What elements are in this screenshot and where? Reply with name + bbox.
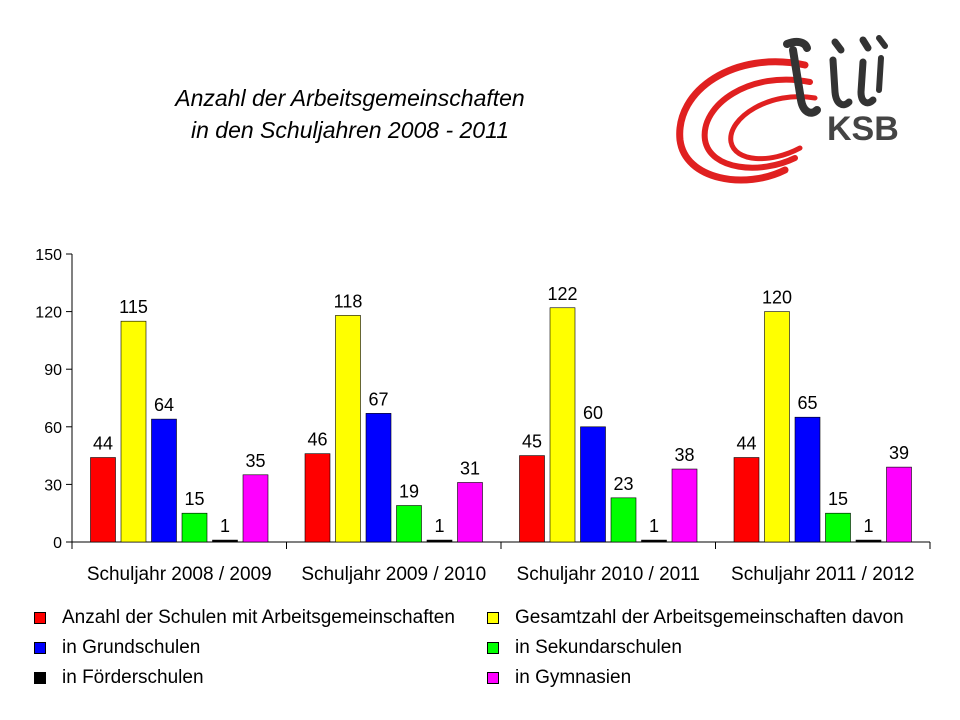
bar xyxy=(519,455,545,543)
data-label: 1 xyxy=(863,516,873,536)
bar xyxy=(181,512,208,543)
bar xyxy=(641,539,667,543)
bar xyxy=(396,505,422,543)
data-label: 44 xyxy=(736,434,756,454)
data-label: 39 xyxy=(889,443,909,463)
data-label: 23 xyxy=(613,474,633,494)
x-category-label: Schuljahr 2011 / 2012 xyxy=(731,564,914,585)
data-label: 1 xyxy=(220,516,230,536)
data-label: 115 xyxy=(119,297,148,317)
data-label: 45 xyxy=(522,432,542,452)
bar xyxy=(335,315,361,543)
data-label: 118 xyxy=(334,291,363,311)
bar xyxy=(610,497,637,543)
bar xyxy=(365,413,392,543)
chart-title-line-2: in den Schuljahren 2008 - 2011 xyxy=(191,117,509,143)
y-tick-label: 0 xyxy=(53,535,62,552)
x-category-label: Schuljahr 2010 / 2011 xyxy=(517,564,700,585)
y-tick-label: 150 xyxy=(35,247,62,264)
y-tick-label: 60 xyxy=(44,420,62,437)
bar xyxy=(304,453,331,543)
x-category-label: Schuljahr 2009 / 2010 xyxy=(301,564,486,585)
bar xyxy=(764,311,790,543)
data-label: 65 xyxy=(797,393,817,413)
bar xyxy=(242,474,269,543)
data-label: 35 xyxy=(245,451,265,471)
data-label: 67 xyxy=(368,389,388,409)
ksb-logo-text: KSB xyxy=(827,110,899,148)
bar xyxy=(671,468,698,543)
bar xyxy=(733,457,760,543)
bar xyxy=(886,466,912,543)
bar xyxy=(212,539,238,543)
data-label: 1 xyxy=(649,516,659,536)
data-label: 38 xyxy=(674,445,694,465)
bar xyxy=(825,512,851,543)
y-tick-label: 120 xyxy=(35,305,62,322)
data-label: 60 xyxy=(583,403,603,423)
bar xyxy=(90,457,116,543)
data-label: 122 xyxy=(547,284,577,304)
bar xyxy=(549,307,576,543)
bar xyxy=(580,426,606,543)
y-tick-label: 90 xyxy=(44,362,62,379)
data-label: 15 xyxy=(828,489,848,509)
bar xyxy=(794,416,821,543)
data-label: 64 xyxy=(154,395,174,415)
data-label: 1 xyxy=(434,516,444,536)
data-label: 46 xyxy=(307,430,327,450)
bar xyxy=(151,418,177,543)
data-label: 120 xyxy=(762,288,792,308)
ksb-logo: KSB xyxy=(676,35,899,184)
data-label: 15 xyxy=(184,489,204,509)
chart-title: Anzahl der Arbeitsgemeinschaften in den … xyxy=(95,82,605,146)
y-tick-label: 30 xyxy=(44,477,62,494)
bar xyxy=(457,482,483,543)
bar xyxy=(426,539,453,543)
bar xyxy=(120,320,147,543)
chart-title-line-1: Anzahl der Arbeitsgemeinschaften xyxy=(175,85,525,111)
data-label: 19 xyxy=(399,482,419,502)
bar xyxy=(855,539,882,543)
data-label: 31 xyxy=(460,458,480,478)
data-label: 44 xyxy=(93,434,113,454)
x-category-label: Schuljahr 2008 / 2009 xyxy=(87,564,272,585)
